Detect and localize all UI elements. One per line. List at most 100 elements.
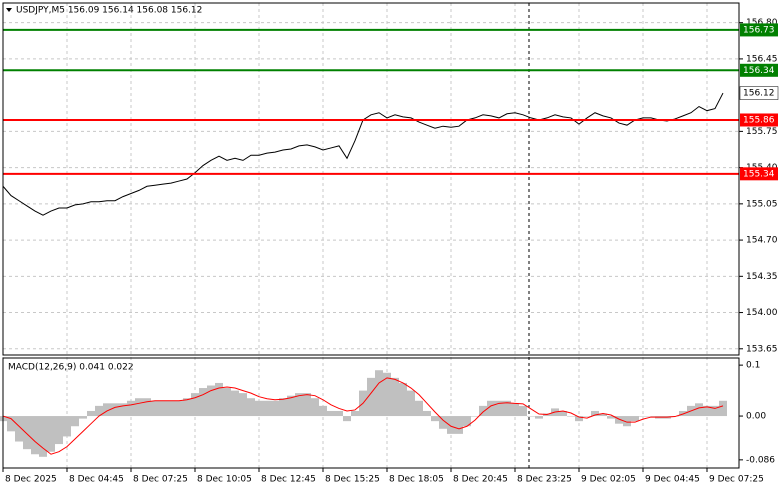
macd-bar bbox=[231, 390, 239, 417]
macd-bar bbox=[287, 395, 295, 417]
level-label: 155.34 bbox=[743, 169, 775, 179]
macd-bar bbox=[479, 405, 487, 417]
macd-bar bbox=[31, 416, 39, 455]
macd-bar bbox=[511, 403, 519, 417]
macd-bar bbox=[47, 416, 55, 452]
macd-bar bbox=[519, 405, 527, 417]
macd-bar bbox=[455, 416, 463, 434]
macd-bar bbox=[23, 416, 31, 450]
macd-bar bbox=[183, 398, 191, 417]
macd-bar bbox=[143, 398, 151, 417]
x-tick-label: 8 Dec 23:25 bbox=[517, 475, 572, 485]
x-tick-label: 9 Dec 02:05 bbox=[581, 475, 636, 485]
menu-arrow bbox=[6, 8, 12, 12]
macd-bar bbox=[607, 416, 615, 419]
macd-bar bbox=[343, 416, 351, 422]
macd-bar bbox=[535, 416, 543, 419]
macd-bar bbox=[495, 400, 503, 417]
macd-bar bbox=[247, 398, 255, 417]
x-tick-label: 8 Dec 07:25 bbox=[133, 475, 188, 485]
level-box bbox=[740, 23, 778, 37]
macd-bar bbox=[639, 416, 647, 417]
macd-bar bbox=[415, 400, 423, 417]
y-tick-label: 154.35 bbox=[746, 272, 778, 282]
macd-bar bbox=[167, 400, 175, 417]
macd-bar bbox=[351, 410, 359, 417]
y-tick-label: 156.80 bbox=[746, 18, 778, 28]
macd-bar bbox=[207, 385, 215, 417]
macd-bar bbox=[71, 416, 79, 427]
x-tick-label: 8 Dec 10:05 bbox=[197, 475, 252, 485]
macd-bar bbox=[703, 405, 711, 417]
macd-bar bbox=[63, 416, 71, 437]
macd-bar bbox=[623, 416, 631, 427]
macd-bar bbox=[567, 416, 575, 417]
macd-bar bbox=[559, 410, 567, 417]
macd-bar bbox=[431, 416, 439, 422]
macd-bar bbox=[439, 416, 447, 429]
macd-bar bbox=[135, 398, 143, 417]
macd-bar bbox=[79, 416, 87, 419]
macd-bar bbox=[327, 410, 335, 417]
macd-bar bbox=[263, 400, 271, 417]
macd-bar bbox=[39, 416, 47, 457]
macd-bar bbox=[215, 382, 223, 417]
y-tick-label: 154.00 bbox=[746, 308, 778, 318]
y-tick-label: 0.00 bbox=[746, 412, 766, 422]
macd-bar bbox=[151, 400, 159, 417]
macd-bar bbox=[175, 400, 183, 417]
macd-bar bbox=[391, 377, 399, 417]
level-box bbox=[740, 113, 778, 127]
macd-bar bbox=[399, 382, 407, 417]
macd-bar bbox=[407, 390, 415, 417]
x-tick-label: 8 Dec 2025 bbox=[5, 475, 57, 485]
y-tick-label: 156.45 bbox=[746, 54, 778, 64]
level-box bbox=[740, 167, 778, 181]
macd-bar bbox=[255, 400, 263, 417]
macd-bar bbox=[87, 410, 95, 417]
macd-bar bbox=[311, 398, 319, 417]
macd-bar bbox=[199, 388, 207, 417]
macd-bar bbox=[471, 416, 479, 417]
macd-bar bbox=[615, 416, 623, 424]
macd-bar bbox=[7, 416, 15, 432]
macd-frame bbox=[2, 357, 740, 469]
macd-bar bbox=[15, 416, 23, 442]
chart-title: USDJPY,M5 156.09 156.14 156.08 156.12 bbox=[16, 6, 202, 16]
macd-bar bbox=[599, 413, 607, 417]
signal-line bbox=[2, 377, 724, 455]
y-tick-label: -0.086 bbox=[746, 455, 775, 465]
macd-bar bbox=[447, 416, 455, 434]
x-tick-label: 8 Dec 20:45 bbox=[453, 475, 508, 485]
macd-bar bbox=[159, 400, 167, 417]
macd-bar bbox=[127, 400, 135, 417]
macd-bar bbox=[503, 400, 511, 417]
macd-bar bbox=[647, 416, 655, 417]
x-tick-label: 8 Dec 15:25 bbox=[325, 475, 380, 485]
level-label: 155.86 bbox=[743, 115, 775, 125]
macd-bar bbox=[223, 388, 231, 417]
level-label: 156.73 bbox=[743, 25, 775, 35]
x-tick-label: 8 Dec 12:45 bbox=[261, 475, 316, 485]
macd-bar bbox=[191, 393, 199, 417]
macd-bar bbox=[487, 400, 495, 417]
macd-bar bbox=[295, 393, 303, 417]
macd-bar bbox=[319, 405, 327, 417]
macd-bar bbox=[719, 400, 727, 417]
level-box bbox=[740, 63, 778, 77]
last-price-box bbox=[739, 86, 779, 100]
x-tick-label: 9 Dec 04:45 bbox=[645, 475, 700, 485]
macd-bar bbox=[111, 403, 119, 417]
y-tick-label: 0.1 bbox=[746, 361, 760, 371]
macd-bar bbox=[367, 377, 375, 417]
macd-bar bbox=[423, 410, 431, 417]
macd-bar bbox=[103, 403, 111, 417]
level-label: 156.34 bbox=[743, 66, 775, 76]
y-tick-label: 155.75 bbox=[746, 127, 778, 137]
macd-bar bbox=[279, 398, 287, 417]
macd-bar bbox=[711, 405, 719, 417]
macd-bar bbox=[591, 410, 599, 417]
macd-bar bbox=[119, 403, 127, 417]
macd-bar bbox=[95, 405, 103, 417]
macd-bar bbox=[303, 393, 311, 417]
